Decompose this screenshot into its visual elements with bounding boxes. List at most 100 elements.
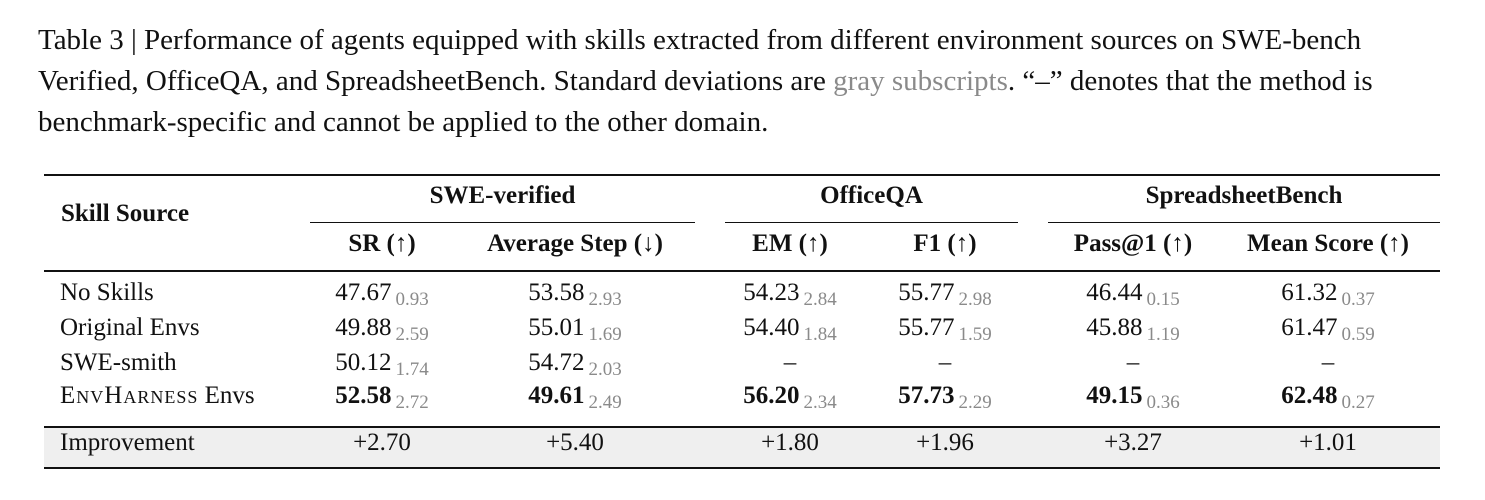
cell-std: 0.27 <box>1341 392 1375 413</box>
row-name: SWE-smith <box>60 349 177 376</box>
group-rule <box>1048 222 1440 223</box>
cell: 54.72 2.03 <box>528 349 622 380</box>
column-header: Mean Score (↑) <box>1247 230 1409 257</box>
cell-std: 1.69 <box>588 324 622 345</box>
cell-value: 54.23 <box>743 279 800 306</box>
group-header: OfficeQA <box>820 182 923 209</box>
cell: 49.61 2.49 <box>528 382 622 413</box>
cell-value: – <box>783 349 797 376</box>
group-rule <box>725 222 1018 223</box>
caption-gray: gray subscripts <box>833 65 1008 97</box>
cell-value: 46.44 <box>1086 279 1143 306</box>
cell-value: 52.58 <box>335 382 392 409</box>
cell-std: 1.84 <box>803 324 837 345</box>
cell-value: – <box>1321 349 1335 376</box>
cell-value: 53.58 <box>528 279 585 306</box>
cell: 55.77 2.98 <box>898 279 992 310</box>
cell: 62.48 0.27 <box>1281 382 1375 413</box>
top-rule <box>44 174 1440 176</box>
cell: – <box>939 349 952 377</box>
cell: 45.88 1.19 <box>1086 314 1180 345</box>
cell: 54.23 2.84 <box>743 279 837 310</box>
row-label: SWE-smith <box>60 349 177 377</box>
cell-std: 2.98 <box>958 289 992 310</box>
cell-std: 0.15 <box>1146 289 1180 310</box>
row-label: No Skills <box>60 279 154 307</box>
cell: 52.58 2.72 <box>335 382 429 413</box>
cell: 54.40 1.84 <box>743 314 837 345</box>
improvement-bg <box>44 427 1440 468</box>
improvement-value: +1.01 <box>1299 429 1357 456</box>
cell-std: 0.36 <box>1146 392 1180 413</box>
cell: 56.20 2.34 <box>743 382 837 413</box>
cell-value: – <box>938 349 952 376</box>
cell-std: 0.37 <box>1341 289 1375 310</box>
cell-std: 2.93 <box>588 289 622 310</box>
row-label: Original Envs <box>60 314 200 342</box>
cell: 61.47 0.59 <box>1281 314 1375 345</box>
group-header: SWE-verified <box>429 182 576 209</box>
cell-std: 1.19 <box>1146 324 1180 345</box>
cell-std: 0.93 <box>395 289 429 310</box>
cell-value: 61.32 <box>1281 279 1338 306</box>
cell: 57.73 2.29 <box>898 382 992 413</box>
cell-std: 2.59 <box>395 324 429 345</box>
improvement-value: +2.70 <box>353 429 411 456</box>
cell: – <box>784 349 797 377</box>
caption: Table 3 | Performance of agents equipped… <box>38 20 1453 143</box>
cell-value: 56.20 <box>743 382 800 409</box>
improvement-value: +1.96 <box>916 429 974 456</box>
column-header: Pass@1 (↑) <box>1073 230 1193 257</box>
cell-std: 0.59 <box>1341 324 1375 345</box>
corner-header: Skill Source <box>61 200 190 227</box>
column-header: EM (↑) <box>752 230 828 257</box>
cell: 47.67 0.93 <box>335 279 429 310</box>
cell: 46.44 0.15 <box>1086 279 1180 310</box>
caption-text: Table 3 | Performance of agents equipped… <box>38 24 1362 97</box>
cell-value: 49.15 <box>1086 382 1143 409</box>
cell: – <box>1127 349 1140 377</box>
cell-std: 2.34 <box>803 392 837 413</box>
cell: 53.58 2.93 <box>528 279 622 310</box>
cell-value: 61.47 <box>1281 314 1338 341</box>
improvement-value: +3.27 <box>1104 429 1162 456</box>
bottom-rule <box>44 467 1440 469</box>
cell-value: – <box>1126 349 1140 376</box>
cell: 55.77 1.59 <box>898 314 992 345</box>
cell-std: 1.59 <box>958 324 992 345</box>
cell-value: 55.77 <box>898 279 955 306</box>
caption-text: . “–” denotes that the method is benchma… <box>38 65 1373 138</box>
cell-value: 47.67 <box>335 279 392 306</box>
row-label: EnvHarness Envs <box>60 382 255 410</box>
cell-value: 45.88 <box>1086 314 1143 341</box>
cell: – <box>1322 349 1335 377</box>
cell-value: 62.48 <box>1281 382 1338 409</box>
cell-value: 50.12 <box>335 349 392 376</box>
cell: 50.12 1.74 <box>335 349 429 380</box>
cell-std: 1.74 <box>395 359 429 380</box>
cell-value: 55.77 <box>898 314 955 341</box>
group-header: SpreadsheetBench <box>1145 182 1343 209</box>
row-name: Original Envs <box>60 314 200 341</box>
cell-value: 49.88 <box>335 314 392 341</box>
row-label: Improvement <box>60 429 195 456</box>
mid-rule <box>44 270 1440 272</box>
column-header: Average Step (↓) <box>487 230 663 257</box>
cell-value: 54.72 <box>528 349 585 376</box>
group-rule <box>310 222 695 223</box>
cell: 61.32 0.37 <box>1281 279 1375 310</box>
improvement-value: +5.40 <box>546 429 604 456</box>
cell-value: 57.73 <box>898 382 955 409</box>
cell-std: 2.84 <box>803 289 837 310</box>
cell-value: 54.40 <box>743 314 800 341</box>
row-name: EnvHarness <box>60 382 199 409</box>
column-header: F1 (↑) <box>913 230 977 257</box>
cell-value: 49.61 <box>528 382 585 409</box>
cell-std: 2.72 <box>395 392 429 413</box>
cell-std: 2.49 <box>588 392 622 413</box>
mid-rule <box>44 426 1440 428</box>
cell: 49.88 2.59 <box>335 314 429 345</box>
row-name-suffix: Envs <box>204 382 255 409</box>
cell: 49.15 0.36 <box>1086 382 1180 413</box>
